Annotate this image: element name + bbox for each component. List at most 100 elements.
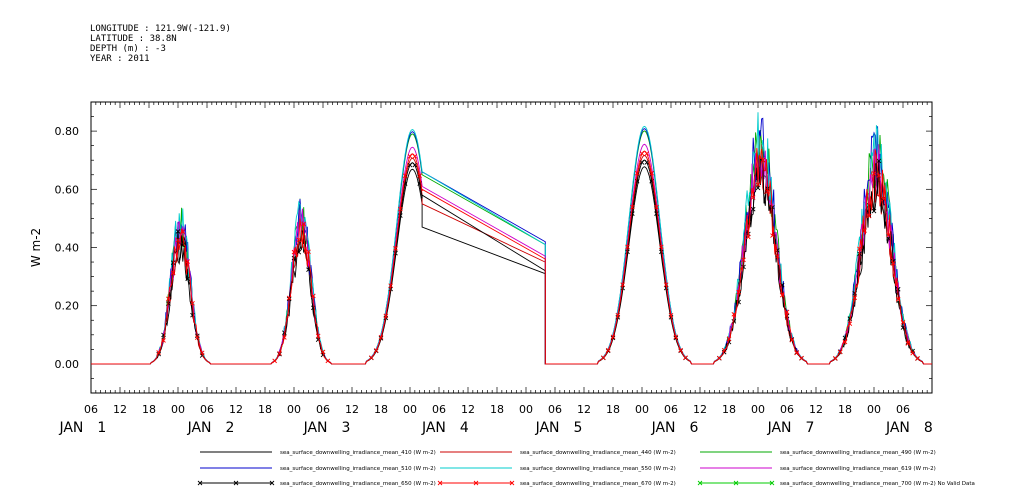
legend-marker xyxy=(269,480,275,486)
series-marker-6 xyxy=(185,276,190,282)
series-marker-7 xyxy=(615,312,621,318)
x-day-label-day: 1 xyxy=(97,420,106,436)
x-tick-label: 06 xyxy=(548,403,562,416)
legend-label: sea_surface_downwelling_irradiance_mean_… xyxy=(280,466,436,472)
plot-frame xyxy=(90,101,933,394)
x-day-label-day: 7 xyxy=(806,420,815,436)
series-marker-7 xyxy=(644,151,650,156)
x-tick-label: 12 xyxy=(577,403,591,416)
series-marker-7 xyxy=(286,295,292,301)
series-marker-6 xyxy=(639,160,645,165)
series-marker-7 xyxy=(325,358,331,364)
series-marker-7 xyxy=(185,259,190,264)
x-tick-label: 12 xyxy=(461,403,475,416)
series-marker-7 xyxy=(315,333,321,339)
legend-marker xyxy=(769,480,775,486)
series-marker-7 xyxy=(794,350,799,356)
x-tick-label: 00 xyxy=(403,403,417,416)
x-day-label-day: 8 xyxy=(924,420,933,436)
y-tick-label: 0.60 xyxy=(55,183,80,196)
x-tick-label: 00 xyxy=(519,403,533,416)
series-marker-6 xyxy=(170,260,176,266)
series-marker-7 xyxy=(161,338,166,343)
y-axis-label: W m-2 xyxy=(29,228,43,267)
x-tick-label: 18 xyxy=(142,403,156,416)
series-marker-7 xyxy=(857,246,862,252)
x-day-label-month: JAN xyxy=(535,420,560,436)
series-marker-7 xyxy=(891,261,896,266)
series-marker-7 xyxy=(601,355,606,360)
x-tick-label: 00 xyxy=(635,403,649,416)
series-marker-7 xyxy=(842,339,848,345)
series-marker-7 xyxy=(156,350,161,355)
series-marker-6 xyxy=(625,249,630,255)
series-marker-6 xyxy=(775,248,780,253)
series-marker-7 xyxy=(784,309,790,315)
series-marker-6 xyxy=(731,318,737,324)
x-tick-label: 18 xyxy=(838,403,852,416)
series-marker-7 xyxy=(301,221,306,227)
x-tick-label: 12 xyxy=(693,403,707,416)
series-marker-7 xyxy=(895,296,901,302)
x-tick-label: 12 xyxy=(229,403,243,416)
series-marker-7 xyxy=(900,320,906,325)
series-marker-7 xyxy=(915,356,920,361)
series-marker-7 xyxy=(847,321,853,327)
x-tick-label: 18 xyxy=(606,403,620,416)
series-marker-7 xyxy=(311,293,316,299)
series-marker-7 xyxy=(731,312,737,317)
series-marker-7 xyxy=(741,257,746,263)
series-marker-7 xyxy=(634,170,640,176)
x-day-label-day: 4 xyxy=(460,420,469,436)
series-line-0 xyxy=(91,152,932,365)
series-marker-7 xyxy=(373,348,379,353)
series-marker-7 xyxy=(862,227,867,233)
series-line-3 xyxy=(91,117,932,365)
series-marker-7 xyxy=(668,312,674,318)
x-day-label-month: JAN xyxy=(187,420,212,436)
series-marker-7 xyxy=(765,189,770,194)
year-label: YEAR : 2011 xyxy=(90,54,150,64)
x-tick-label: 18 xyxy=(258,403,272,416)
series-marker-7 xyxy=(190,301,195,306)
legend-marker xyxy=(437,480,443,486)
series-marker-7 xyxy=(412,154,418,159)
series-marker-7 xyxy=(630,204,635,210)
x-tick-label: 06 xyxy=(432,403,446,416)
x-day-label-month: JAN xyxy=(303,420,328,436)
x-day-label-month: JAN xyxy=(885,420,910,436)
series-marker-6 xyxy=(412,162,418,168)
series-marker-7 xyxy=(881,196,886,202)
series-marker-7 xyxy=(746,234,751,240)
legend-label: sea_surface_downwelling_irradiance_mean_… xyxy=(280,481,436,487)
legend-marker xyxy=(197,480,203,486)
series-marker-7 xyxy=(417,173,422,178)
x-tick-label: 06 xyxy=(316,403,330,416)
dataset-header: LONGITUDE : 121.9W(-121.9) LATITUDE : 38… xyxy=(90,24,231,64)
series-marker-7 xyxy=(605,347,611,353)
legend-label: sea_surface_downwelling_irradiance_mean_… xyxy=(280,450,436,456)
series-marker-6 xyxy=(296,249,302,255)
series-marker-7 xyxy=(663,282,669,288)
series-marker-7 xyxy=(833,356,838,361)
series-marker-7 xyxy=(717,355,722,361)
x-tick-label: 00 xyxy=(287,403,301,416)
x-tick-label: 00 xyxy=(867,403,881,416)
series-marker-7 xyxy=(195,335,200,341)
y-tick-label: 0.80 xyxy=(55,125,80,138)
legend-label: sea_surface_downwelling_irradiance_mean_… xyxy=(520,466,676,472)
legend-marker xyxy=(733,480,739,486)
series-marker-7 xyxy=(871,171,877,176)
series-marker-7 xyxy=(755,182,761,187)
x-tick-label: 12 xyxy=(809,403,823,416)
y-tick-label: 0.40 xyxy=(55,242,80,255)
series-marker-7 xyxy=(393,246,398,251)
x-day-label-month: JAN xyxy=(58,420,83,436)
legend-label: sea_surface_downwelling_irradiance_mean_… xyxy=(780,450,936,456)
series-marker-7 xyxy=(282,335,287,340)
series-marker-7 xyxy=(277,351,282,356)
series-marker-6 xyxy=(876,158,882,164)
x-day-label-day: 3 xyxy=(342,420,351,436)
series-marker-6 xyxy=(663,285,669,291)
series-marker-7 xyxy=(180,229,186,234)
